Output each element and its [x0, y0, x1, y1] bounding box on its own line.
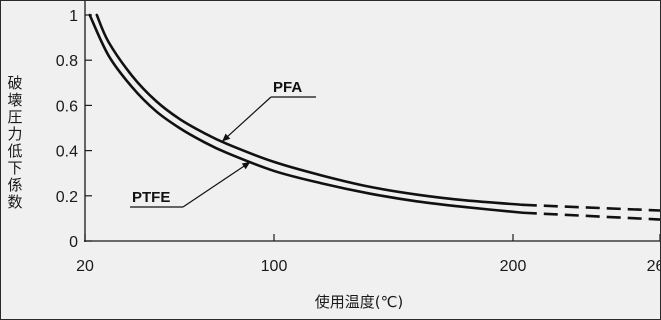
series-label-pfa: PFA — [273, 79, 302, 96]
series-ptfe-extension — [522, 211, 660, 221]
y-tick-label: 0.6 — [56, 98, 78, 115]
y-tick-label: 0.8 — [56, 53, 78, 70]
series-label-pfa-arrowhead — [222, 133, 231, 142]
y-tick-label: 1 — [69, 8, 78, 25]
y-axis-title: 破壊圧力低下係数 — [7, 74, 23, 211]
y-tick-label: 0 — [69, 234, 78, 251]
series-pfa-extension — [522, 203, 660, 212]
x-tick-label: 200 — [500, 258, 527, 275]
series-label-layer: PFA PTFE — [130, 79, 316, 208]
x-tick-label: 260 — [647, 258, 660, 275]
axes: 0 0.2 0.4 0.6 0.8 1 20 100 200 260 — [56, 1, 660, 275]
series-label-pfa-leader — [221, 96, 272, 143]
series-ptfe-line — [88, 13, 525, 215]
series-layer — [88, 13, 660, 221]
series-pfa-line — [95, 13, 525, 207]
y-tick-label: 0.4 — [56, 144, 78, 161]
x-tick-label: 100 — [261, 258, 288, 275]
series-label-ptfe: PTFE — [132, 189, 170, 206]
x-tick-label: 20 — [76, 258, 94, 275]
x-axis-title: 使用温度(℃) — [314, 293, 404, 311]
series-label-ptfe-arrowhead — [241, 161, 251, 170]
series-label-ptfe-leader — [182, 161, 251, 208]
y-tick-label: 0.2 — [56, 189, 78, 206]
